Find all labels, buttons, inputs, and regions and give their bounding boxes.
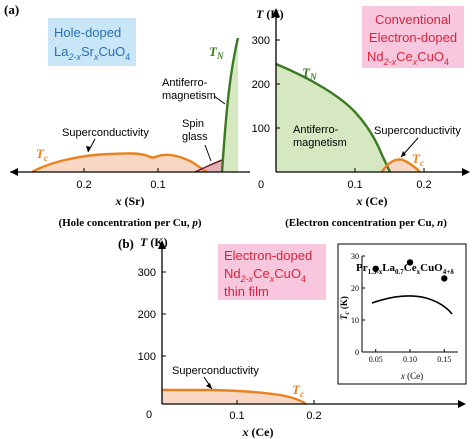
b-x-axis-label: x (Ce) xyxy=(242,425,274,439)
antiferro-label-hole-line2: magnetism xyxy=(162,90,216,102)
tn-line-electron xyxy=(275,62,392,173)
ncco-formula: Nd2-xCexCuO4 xyxy=(367,49,449,67)
inset-xtick-label: 0.05 xyxy=(369,355,383,364)
inset-ytick-label: 0 xyxy=(355,348,359,357)
spin-glass-label: Spin xyxy=(182,118,204,130)
b-xtick-label-0.2: 0.2 xyxy=(306,410,321,422)
electron-concentration-caption: (Electron concentration per Cu, n) xyxy=(285,217,447,229)
inset-frame xyxy=(337,243,467,385)
inset-data-point xyxy=(372,265,379,272)
thin-film-formula: Nd2-xCexCuO4 xyxy=(224,266,306,284)
antiferro-arrow-hole xyxy=(213,95,226,105)
electron-xtick-label-0.2: 0.2 xyxy=(416,179,431,191)
electron-y-axis-arrow xyxy=(272,8,280,17)
thin-film-electron-doped: Electron-doped xyxy=(224,248,312,263)
spin-glass-line xyxy=(194,159,223,173)
hole-doped-label: Hole-doped xyxy=(54,25,121,40)
tc-line-thin-film xyxy=(162,388,307,406)
b-y-axis-arrow xyxy=(158,240,166,249)
b-ytick-label-300: 300 xyxy=(138,267,156,279)
b-y-axis-label: T (K) xyxy=(140,235,168,249)
inset-ylabel: Tc (K) xyxy=(339,296,351,320)
tn-label-hole: TN xyxy=(209,44,224,61)
b-xtick-label-0.1: 0.1 xyxy=(229,410,244,422)
inset-chart: Pr1.3-xLa0.7CexCuO4+δ 0.05 0.10 0.15010203… xyxy=(337,243,467,385)
electron-ytick-label-100: 100 xyxy=(252,123,270,135)
panel-a-hole: (a) Hole-doped La2-xSrxCuO4 0.2 0.1 x (S… xyxy=(4,2,250,229)
spin-glass-label-line2: glass xyxy=(182,131,208,143)
tc-label-hole: Tc xyxy=(36,146,48,163)
inset-data-point xyxy=(406,259,414,266)
electron-xtick-label-0.1: 0.1 xyxy=(347,179,362,191)
antiferro-label-electron: Antiferro- xyxy=(293,124,339,136)
tc-fill-thin-film xyxy=(162,390,306,404)
tc-label-b: Tc xyxy=(292,382,304,399)
electron-y-axis-label: T (K) xyxy=(256,7,284,21)
electron-doped-label: Electron-doped xyxy=(369,30,457,45)
inset-ytick-label: 10 xyxy=(351,316,359,325)
zero-label-a: 0 xyxy=(258,179,264,191)
hole-concentration-caption: (Hole concentration per Cu, p) xyxy=(58,217,201,229)
tn-label-electron: TN xyxy=(302,65,317,82)
panel-b-label: (b) xyxy=(118,236,134,251)
superconductivity-label-electron: Superconductivity xyxy=(374,125,461,137)
superconductivity-label-hole: Superconductivity xyxy=(62,127,149,139)
panel-a-label: (a) xyxy=(4,2,19,17)
superconductivity-label-b: Superconductivity xyxy=(172,365,259,377)
superconductivity-arrowhead-hole xyxy=(86,146,91,152)
superconductivity-arrowhead-electron xyxy=(401,151,406,157)
thin-film-label-box xyxy=(218,244,326,300)
panel-a-electron: 100 200 300 0 T (K) 0.1 0.2 x (Ce) (Elec… xyxy=(252,6,470,229)
tc-line-electron xyxy=(380,158,421,173)
tn-line-hole xyxy=(220,37,240,173)
tc-line-hole xyxy=(31,152,208,174)
hole-x-axis-arrow xyxy=(10,168,18,176)
electron-doped-label-box xyxy=(362,6,464,68)
hole-tick-label-0.2: 0.2 xyxy=(76,179,91,191)
lsco-formula: La2-xSrxCuO4 xyxy=(54,44,130,62)
b-ytick-label-200: 200 xyxy=(138,309,156,321)
inset-ytick-label: 30 xyxy=(351,252,359,261)
antiferro-label-electron-line2: magnetism xyxy=(293,137,347,149)
tc-label-electron: Tc xyxy=(412,151,424,168)
inset-ticks: 0.05 0.10 0.15 0 10 20 30 xyxy=(351,252,451,364)
inset-xtick-label: 0.10 xyxy=(403,355,417,364)
panel-b: (b) 100 200 300 0 T (K) 0.1 0.2 x (Ce) E… xyxy=(118,235,467,439)
conventional-label: Conventional xyxy=(375,12,451,27)
b-x-axis-arrow xyxy=(458,400,466,408)
electron-ytick-label-200: 200 xyxy=(252,79,270,91)
thin-film-label: thin film xyxy=(224,284,269,299)
hole-doped-label-box xyxy=(48,18,136,66)
b-ytick-label-100: 100 xyxy=(138,351,156,363)
antiferro-label-hole: Antiferro- xyxy=(162,77,208,89)
hole-x-axis-label: x (Sr) xyxy=(115,194,145,208)
electron-x-axis-arrow xyxy=(462,168,470,176)
zero-label-b: 0 xyxy=(146,409,152,421)
tn-fill-electron xyxy=(276,64,390,172)
electron-ytick-label-300: 300 xyxy=(252,35,270,47)
inset-data-point xyxy=(441,275,448,282)
inset-xtick-label: 0.15 xyxy=(437,355,451,364)
spin-glass-arrow xyxy=(204,144,212,162)
inset-ytick-label: 20 xyxy=(351,284,359,293)
electron-x-axis-label: x (Ce) xyxy=(356,194,388,208)
inset-xlabel: x (Ce) xyxy=(400,371,423,381)
inset-fit-curve xyxy=(371,295,453,315)
hole-tick-label-0.1: 0.1 xyxy=(150,179,165,191)
tn-fill-hole xyxy=(222,38,238,172)
inset-points xyxy=(372,259,448,282)
superconductivity-arrowhead-b xyxy=(206,383,212,389)
